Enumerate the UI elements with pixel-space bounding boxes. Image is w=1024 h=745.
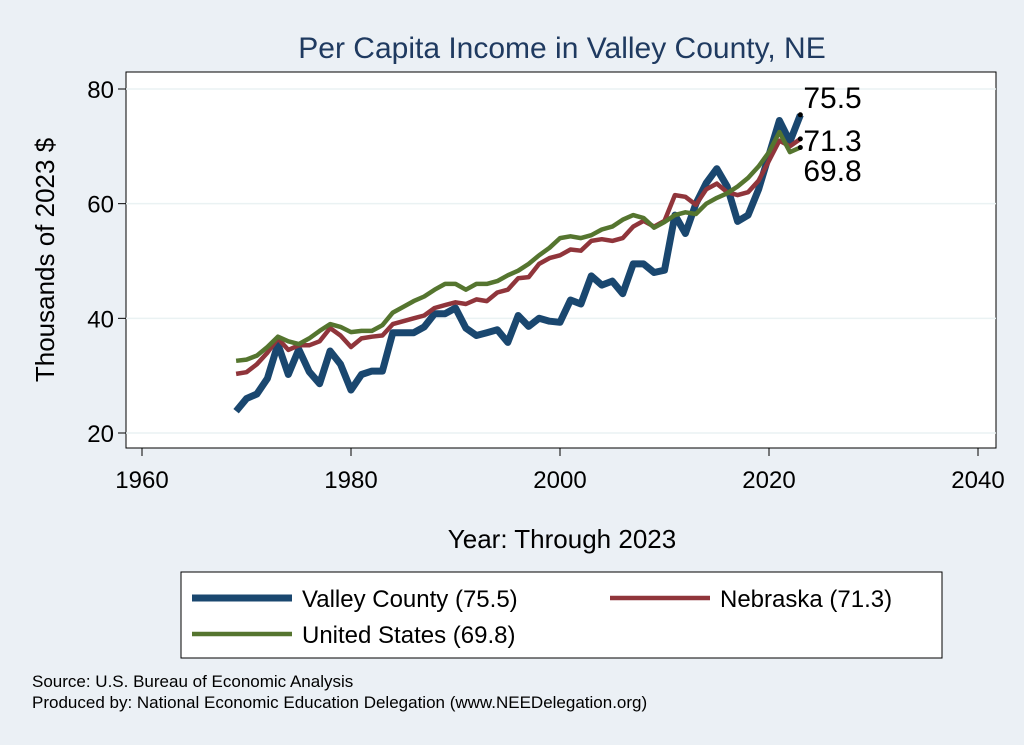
x-tick-label-4: 2040 <box>951 467 1004 494</box>
series-line-1 <box>235 137 802 377</box>
x-axis-title: Year: Through 2023 <box>448 524 676 554</box>
plot-area <box>125 71 997 449</box>
y-tick-label-2: 60 <box>87 192 114 219</box>
end-labels: 75.5 71.369.8 <box>797 82 862 188</box>
end-label-0: 75.5 <box>803 82 861 115</box>
legend <box>180 571 943 659</box>
x-tick-label-0: 1960 <box>115 467 168 494</box>
chart-title: Per Capita Income in Valley County, NE <box>298 32 825 65</box>
y-axis-title: Thousands of 2023 $ <box>30 137 60 382</box>
end-marker-1 <box>797 136 803 142</box>
series-line-0 <box>233 113 804 414</box>
y-tick-label-1: 40 <box>87 306 114 333</box>
x-tick-label-2: 2000 <box>533 467 586 494</box>
end-marker-2 <box>797 144 803 150</box>
legend-label-0: Valley County (75.5) <box>302 586 518 613</box>
end-label-1: 71.3 <box>803 125 861 158</box>
end-label-2: 69.8 <box>803 155 861 188</box>
legend-label-2: United States (69.8) <box>302 622 515 649</box>
footer-source: Source: U.S. Bureau of Economic Analysis <box>32 672 353 691</box>
y-tick-label-0: 20 <box>87 421 114 448</box>
x-axis: 1960 1980 2000 2020 2040 <box>115 448 1005 494</box>
x-tick-label-3: 2020 <box>742 467 795 494</box>
footer-produced-by: Produced by: National Economic Education… <box>32 693 647 712</box>
y-axis: 20 40 60 80 <box>87 77 126 448</box>
y-tick-label-3: 80 <box>87 77 114 104</box>
legend-items: Valley County (75.5) Nebraska (71.3) Unite… <box>192 586 892 649</box>
legend-label-1: Nebraska (71.3) <box>720 586 892 613</box>
series-line-2 <box>235 129 802 364</box>
x-tick-label-1: 1980 <box>324 467 377 494</box>
series-lines <box>233 113 804 414</box>
end-marker-0 <box>797 112 803 118</box>
